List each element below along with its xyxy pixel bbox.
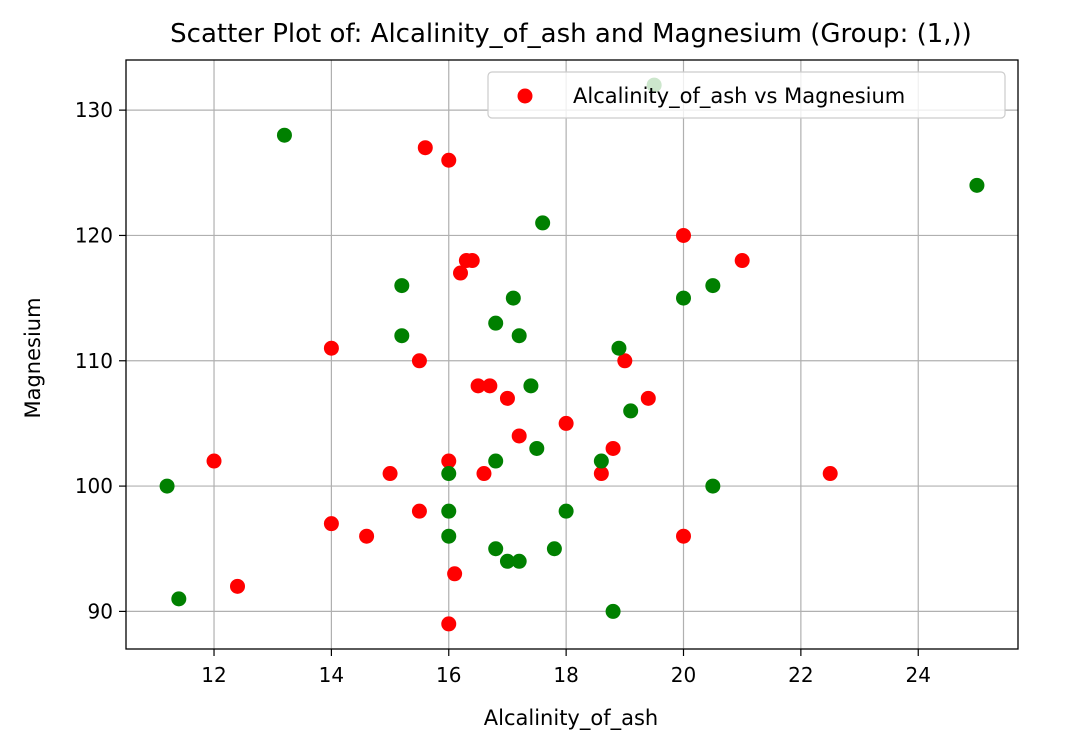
data-point-green [488,453,504,469]
data-point-red [464,253,480,269]
data-point-red [676,528,691,544]
data-point-green [441,503,457,519]
data-point-red [382,466,398,482]
data-point-red [230,578,245,594]
data-point-red [441,152,457,168]
x-tick-label: 20 [671,663,696,687]
data-point-green [394,278,410,294]
data-point-green [441,466,457,482]
data-point-red [605,440,621,456]
data-point-red [323,516,339,532]
data-point-red [441,453,457,469]
data-point-red [822,466,838,482]
data-point-red [676,227,691,243]
y-tick-label: 90 [88,599,113,623]
data-point-red [323,340,339,356]
data-point-green [159,478,175,494]
data-point-red [511,428,527,444]
y-axis-label: Magnesium [21,297,45,418]
data-point-green [676,290,691,306]
data-points [159,77,985,632]
data-point-green [558,503,574,519]
data-point-green [499,553,515,569]
x-tick-label: 22 [788,663,813,687]
data-point-red [447,566,463,582]
y-tick-label: 120 [75,223,113,247]
data-point-green [611,340,627,356]
data-point-green [546,541,562,557]
data-point-green [505,290,521,306]
y-tick-label: 100 [75,474,113,498]
legend-marker [517,88,533,104]
data-point-green [276,127,292,143]
data-point-green [488,541,504,557]
x-tick-label: 14 [319,663,344,687]
data-point-green [623,403,639,419]
data-point-green [605,603,621,619]
data-point-green [705,478,721,494]
data-point-green [394,328,410,344]
data-point-green [511,328,527,344]
data-point-red [476,466,492,482]
data-point-green [511,553,527,569]
data-point-red [453,265,468,281]
legend-label: Alcalinity_of_ash vs Magnesium [573,84,905,109]
data-point-green [705,278,721,294]
data-point-green [535,215,551,231]
plot-frame [125,59,1019,650]
x-tick-label: 24 [906,663,931,687]
data-point-red [593,466,609,482]
chart-title: Scatter Plot of: Alcalinity_of_ash and M… [170,19,972,49]
data-point-green [969,177,985,193]
data-point-red [359,528,375,544]
axis-ticks: 12 14 16 18 20 22 24 90 100 110 120 130 [75,98,931,687]
data-point-red [206,453,222,469]
data-point-red [734,253,750,269]
data-point-red [441,616,457,632]
data-point-red [499,390,515,406]
data-point-red [640,390,656,406]
grid-lines [126,60,1018,649]
x-tick-label: 16 [436,663,461,687]
data-point-red [411,503,427,519]
data-point-red [558,415,574,431]
x-axis-label: Alcalinity_of_ash [484,706,658,731]
data-point-red [617,353,633,369]
legend: Alcalinity_of_ash vs Magnesium [487,71,1006,119]
data-point-green [441,528,457,544]
x-tick-label: 18 [553,663,578,687]
legend-box [487,71,1006,119]
data-point-red [470,378,486,394]
y-tick-label: 130 [75,98,113,122]
data-point-red [482,378,498,394]
data-point-red [417,140,433,156]
data-point-green [593,453,609,469]
y-tick-label: 110 [75,349,113,373]
x-tick-label: 12 [201,663,226,687]
data-point-red [411,353,427,369]
data-point-green [488,315,504,331]
data-point-green [523,378,539,394]
data-point-green [529,440,545,456]
data-point-green [171,591,187,607]
